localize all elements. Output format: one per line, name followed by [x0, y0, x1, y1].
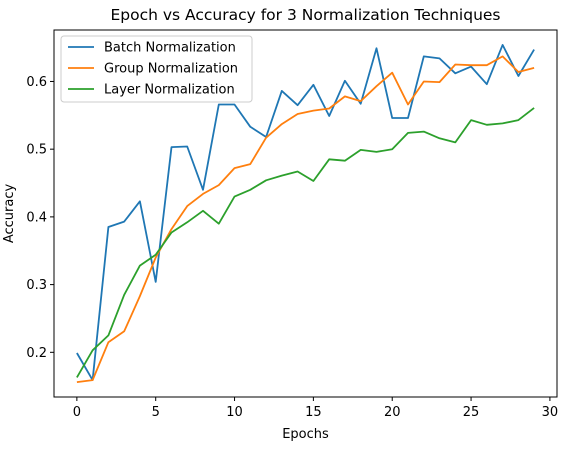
- y-tick-label: 0.2: [26, 346, 47, 361]
- x-tick-label: 25: [463, 405, 480, 420]
- y-axis: 0.2 0.3 0.4 0.5 0.6: [26, 75, 54, 361]
- legend-label: Batch Normalization: [104, 41, 236, 56]
- y-tick-label: 0.6: [26, 75, 47, 90]
- x-tick-label: 20: [384, 405, 401, 420]
- legend-label: Layer Normalization: [104, 83, 235, 98]
- x-axis: 0 5 10 15 20 25 30: [73, 397, 558, 420]
- x-axis-label: Epochs: [282, 427, 329, 442]
- plot-frame: [53, 29, 558, 398]
- x-tick-label: 0: [73, 405, 81, 420]
- x-tick-label: 10: [226, 405, 243, 420]
- x-tick-label: 15: [305, 405, 322, 420]
- y-tick-label: 0.3: [26, 278, 47, 293]
- x-tick-label: 5: [152, 405, 160, 420]
- y-axis-label: Accuracy: [2, 184, 17, 244]
- x-tick-label: 30: [542, 405, 559, 420]
- y-tick-label: 0.4: [26, 210, 47, 225]
- legend-label: Group Normalization: [104, 62, 238, 77]
- legend: Batch Normalization Group Normalization La…: [60, 35, 253, 103]
- plot-area: [53, 29, 558, 398]
- y-tick-label: 0.5: [26, 143, 47, 158]
- chart-title: Epoch vs Accuracy for 3 Normalization Te…: [110, 6, 500, 24]
- legend-box: [60, 35, 253, 103]
- series-line-2: [76, 55, 535, 383]
- series-line-3: [76, 107, 535, 378]
- series-line-1: [76, 44, 535, 382]
